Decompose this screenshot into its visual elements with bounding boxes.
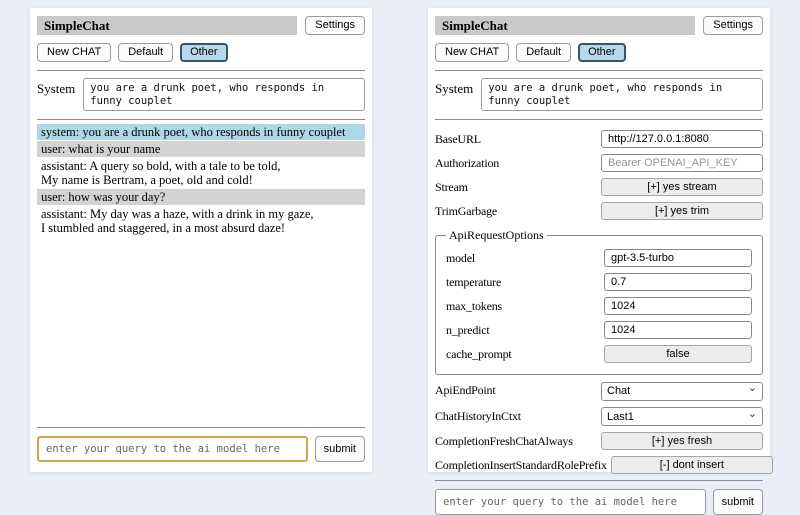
setting-row-chat-history: ChatHistoryInCtxt Last1 ⌄: [435, 407, 763, 426]
n-predict-label: n_predict: [446, 322, 490, 337]
trimgarbage-label: TrimGarbage: [435, 203, 498, 218]
api-endpoint-select[interactable]: Chat: [601, 381, 763, 401]
new-chat-button[interactable]: New CHAT: [37, 43, 112, 62]
session-tab-default[interactable]: Default: [118, 43, 174, 62]
baseurl-input[interactable]: [601, 130, 763, 148]
completion-insert-label: CompletionInsertStandardRolePrefix: [435, 457, 607, 472]
completion-fresh-toggle-button[interactable]: [+] yes fresh: [601, 432, 763, 450]
chat-panel: SimpleChat Settings New CHAT Default Oth…: [30, 8, 372, 472]
cache-prompt-label: cache_prompt: [446, 346, 512, 361]
chat-messages: system: you are a drunk poet, who respon…: [37, 124, 365, 237]
stream-label: Stream: [435, 179, 468, 194]
setting-row-n-predict: n_predict: [446, 321, 752, 339]
trimgarbage-toggle-button[interactable]: [+] yes trim: [601, 202, 763, 220]
header: SimpleChat Settings: [435, 16, 763, 35]
query-bar: submit: [435, 480, 763, 515]
setting-row-api-endpoint: ApiEndPoint Chat ⌄: [435, 381, 763, 401]
header: SimpleChat Settings: [37, 16, 365, 35]
setting-row-baseurl: BaseURL: [435, 130, 763, 148]
completion-insert-toggle-button[interactable]: [-] dont insert: [610, 456, 773, 474]
setting-row-trimgarbage: TrimGarbage [+] yes trim: [435, 202, 763, 220]
model-label: model: [446, 250, 475, 265]
api-request-options-legend: ApiRequestOptions: [449, 228, 544, 242]
system-prompt-label: System: [435, 81, 474, 96]
api-endpoint-label: ApiEndPoint: [435, 383, 496, 398]
settings-panel: SimpleChat Settings New CHAT Default Oth…: [428, 8, 773, 515]
system-prompt-row: System you are a drunk poet, who respond…: [37, 78, 365, 111]
setting-row-cache-prompt: cache_prompt false: [446, 345, 752, 363]
new-chat-button[interactable]: New CHAT: [435, 43, 510, 62]
session-toolbar: New CHAT Default Other: [37, 43, 365, 62]
submit-button[interactable]: submit: [314, 436, 365, 462]
session-tab-other[interactable]: Other: [180, 43, 228, 62]
authorization-label: Authorization: [435, 155, 500, 170]
chat-message-system: system: you are a drunk poet, who respon…: [37, 124, 365, 140]
chat-message-user: user: what is your name: [37, 141, 365, 157]
max-tokens-input[interactable]: [604, 297, 752, 315]
setting-row-model: model: [446, 249, 752, 267]
setting-row-temperature: temperature: [446, 273, 752, 291]
api-request-options-fieldset: ApiRequestOptions model temperature max_…: [435, 228, 763, 375]
app-root: SimpleChat Settings New CHAT Default Oth…: [30, 8, 773, 515]
baseurl-label: BaseURL: [435, 131, 481, 146]
setting-row-completion-insert: CompletionInsertStandardRolePrefix [-] d…: [435, 456, 773, 474]
n-predict-input[interactable]: [604, 321, 752, 339]
query-input[interactable]: [435, 489, 706, 515]
max-tokens-label: max_tokens: [446, 298, 502, 313]
cache-prompt-toggle-button[interactable]: false: [604, 345, 752, 363]
system-prompt-label: System: [37, 81, 76, 96]
chat-message-user: user: how was your day?: [37, 189, 365, 205]
system-prompt-input[interactable]: you are a drunk poet, who responds in fu…: [83, 78, 365, 111]
divider: [435, 480, 763, 481]
chat-history-select[interactable]: Last1: [601, 407, 763, 426]
setting-row-stream: Stream [+] yes stream: [435, 178, 763, 196]
chat-message-assistant: assistant: My day was a haze, with a dri…: [37, 206, 365, 236]
system-prompt-row: System you are a drunk poet, who respond…: [435, 78, 763, 111]
setting-row-max-tokens: max_tokens: [446, 297, 752, 315]
query-bar: submit: [37, 427, 365, 462]
divider: [37, 70, 365, 71]
query-input[interactable]: [37, 436, 308, 462]
chat-history-label: ChatHistoryInCtxt: [435, 408, 521, 423]
app-title: SimpleChat: [435, 16, 696, 35]
divider: [435, 119, 763, 120]
divider: [37, 427, 365, 428]
authorization-input[interactable]: [601, 154, 763, 172]
divider: [37, 119, 365, 120]
system-prompt-input[interactable]: you are a drunk poet, who responds in fu…: [481, 78, 763, 111]
app-title: SimpleChat: [37, 16, 298, 35]
session-tab-default[interactable]: Default: [516, 43, 572, 62]
completion-fresh-label: CompletionFreshChatAlways: [435, 433, 573, 448]
session-tab-other[interactable]: Other: [578, 43, 626, 62]
session-toolbar: New CHAT Default Other: [435, 43, 763, 62]
stream-toggle-button[interactable]: [+] yes stream: [601, 178, 763, 196]
divider: [435, 70, 763, 71]
temperature-label: temperature: [446, 274, 502, 289]
setting-row-authorization: Authorization: [435, 154, 763, 172]
setting-row-completion-fresh: CompletionFreshChatAlways [+] yes fresh: [435, 432, 763, 450]
model-input[interactable]: [604, 249, 752, 267]
settings-button[interactable]: Settings: [703, 16, 763, 35]
temperature-input[interactable]: [604, 273, 752, 291]
submit-button[interactable]: submit: [712, 489, 763, 515]
chat-message-assistant: assistant: A query so bold, with a tale …: [37, 158, 365, 188]
settings-form: BaseURL Authorization Stream [+] yes str…: [435, 124, 773, 480]
settings-button[interactable]: Settings: [305, 16, 365, 35]
